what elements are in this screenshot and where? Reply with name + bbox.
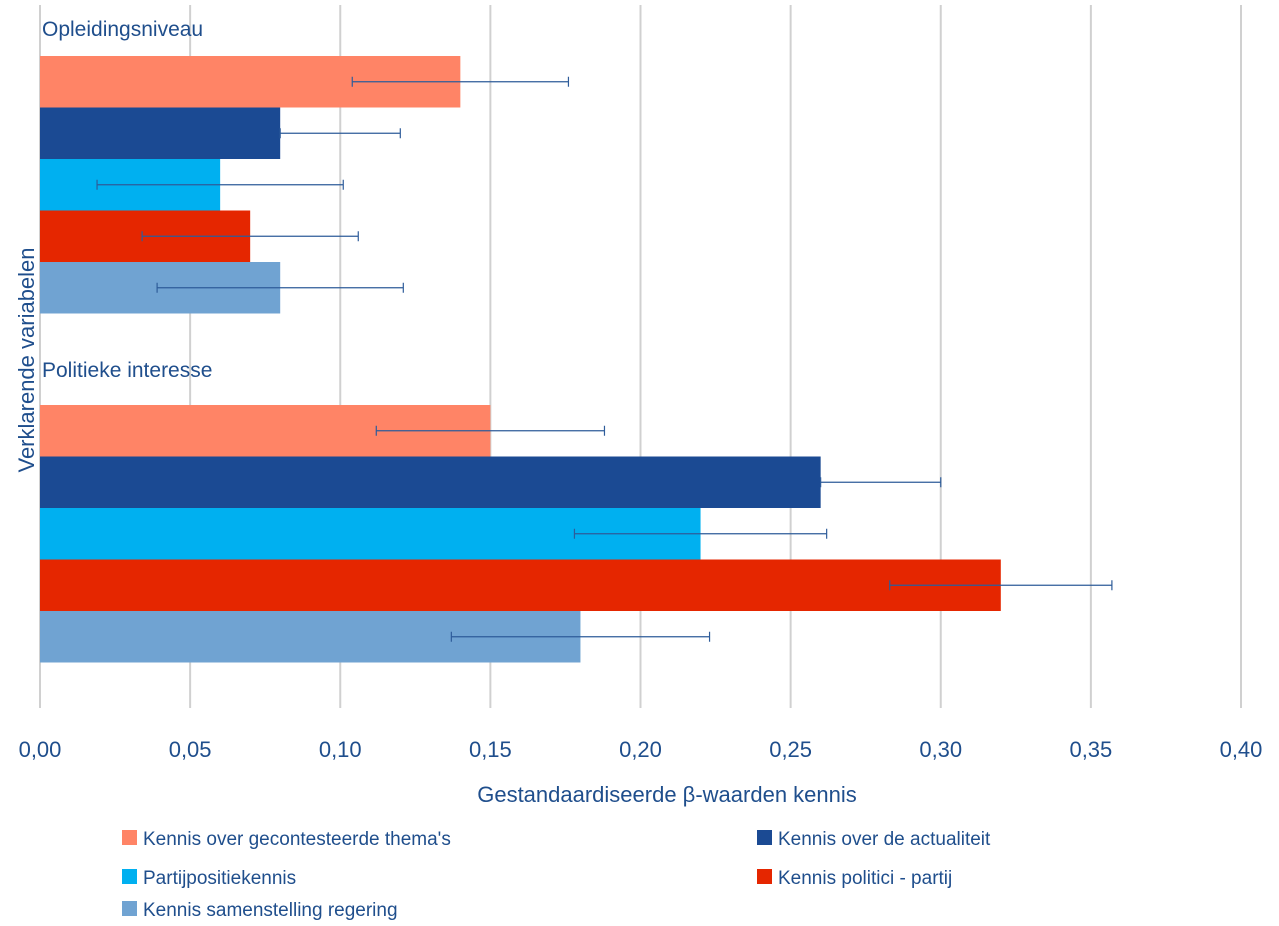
- error-bar: [450, 631, 711, 642]
- bar: [40, 456, 821, 508]
- bar: [40, 107, 281, 159]
- x-axis-title: Gestandaardiseerde β-waarden kennis: [477, 782, 857, 807]
- error-bar: [375, 425, 606, 436]
- x-tick-label: 0,35: [1069, 737, 1112, 762]
- category-label: Politieke interesse: [42, 359, 212, 382]
- legend-label: Kennis politici - partij: [778, 868, 952, 889]
- bar: [40, 559, 1001, 611]
- x-tick-label: 0,25: [769, 737, 812, 762]
- error-bar: [156, 282, 404, 293]
- legend-swatch: [122, 869, 137, 884]
- legend-label: Kennis samenstelling regering: [143, 900, 398, 921]
- legend-item: Kennis samenstelling regering: [122, 900, 398, 921]
- error-bar: [279, 128, 401, 139]
- y-axis-title: Verklarende variabelen: [14, 247, 39, 472]
- x-tick-label: 0,30: [919, 737, 962, 762]
- legend-item: Partijpositiekennis: [122, 868, 296, 889]
- error-bar: [141, 231, 359, 242]
- legend-label: Kennis over de actualiteit: [778, 829, 991, 850]
- category-label: Opleidingsniveau: [42, 18, 203, 41]
- error-bars: [96, 76, 1113, 642]
- x-tick-label: 0,05: [169, 737, 212, 762]
- legend-item: Kennis over de actualiteit: [757, 829, 991, 850]
- error-bar: [351, 76, 570, 87]
- legend-swatch: [122, 830, 137, 845]
- error-bar: [96, 179, 344, 190]
- bars: [40, 56, 1001, 663]
- x-tick-label: 0,15: [469, 737, 512, 762]
- x-tick-labels: 0,00 0,05 0,10 0,15 0,20 0,25 0,30 0,35 0,40: [19, 737, 1263, 762]
- x-tick-label: 0,40: [1220, 737, 1263, 762]
- x-tick-label: 0,20: [619, 737, 662, 762]
- legend-item: Kennis politici - partij: [757, 868, 952, 889]
- x-tick-label: 0,10: [319, 737, 362, 762]
- error-bar: [889, 580, 1113, 591]
- legend-swatch: [757, 830, 772, 845]
- error-bar: [820, 477, 942, 488]
- legend-swatch: [122, 901, 137, 916]
- legend-label: Kennis over gecontesteerde thema's: [143, 829, 451, 850]
- error-bar: [573, 528, 828, 539]
- legend-swatch: [757, 869, 772, 884]
- legend-label: Partijpositiekennis: [143, 868, 296, 889]
- legend: Kennis over gecontesteerde thema's Kennis…: [122, 829, 991, 921]
- category-labels: Opleidingsniveau Politieke interesse: [42, 18, 212, 382]
- legend-item: Kennis over gecontesteerde thema's: [122, 829, 451, 850]
- x-tick-label: 0,00: [19, 737, 62, 762]
